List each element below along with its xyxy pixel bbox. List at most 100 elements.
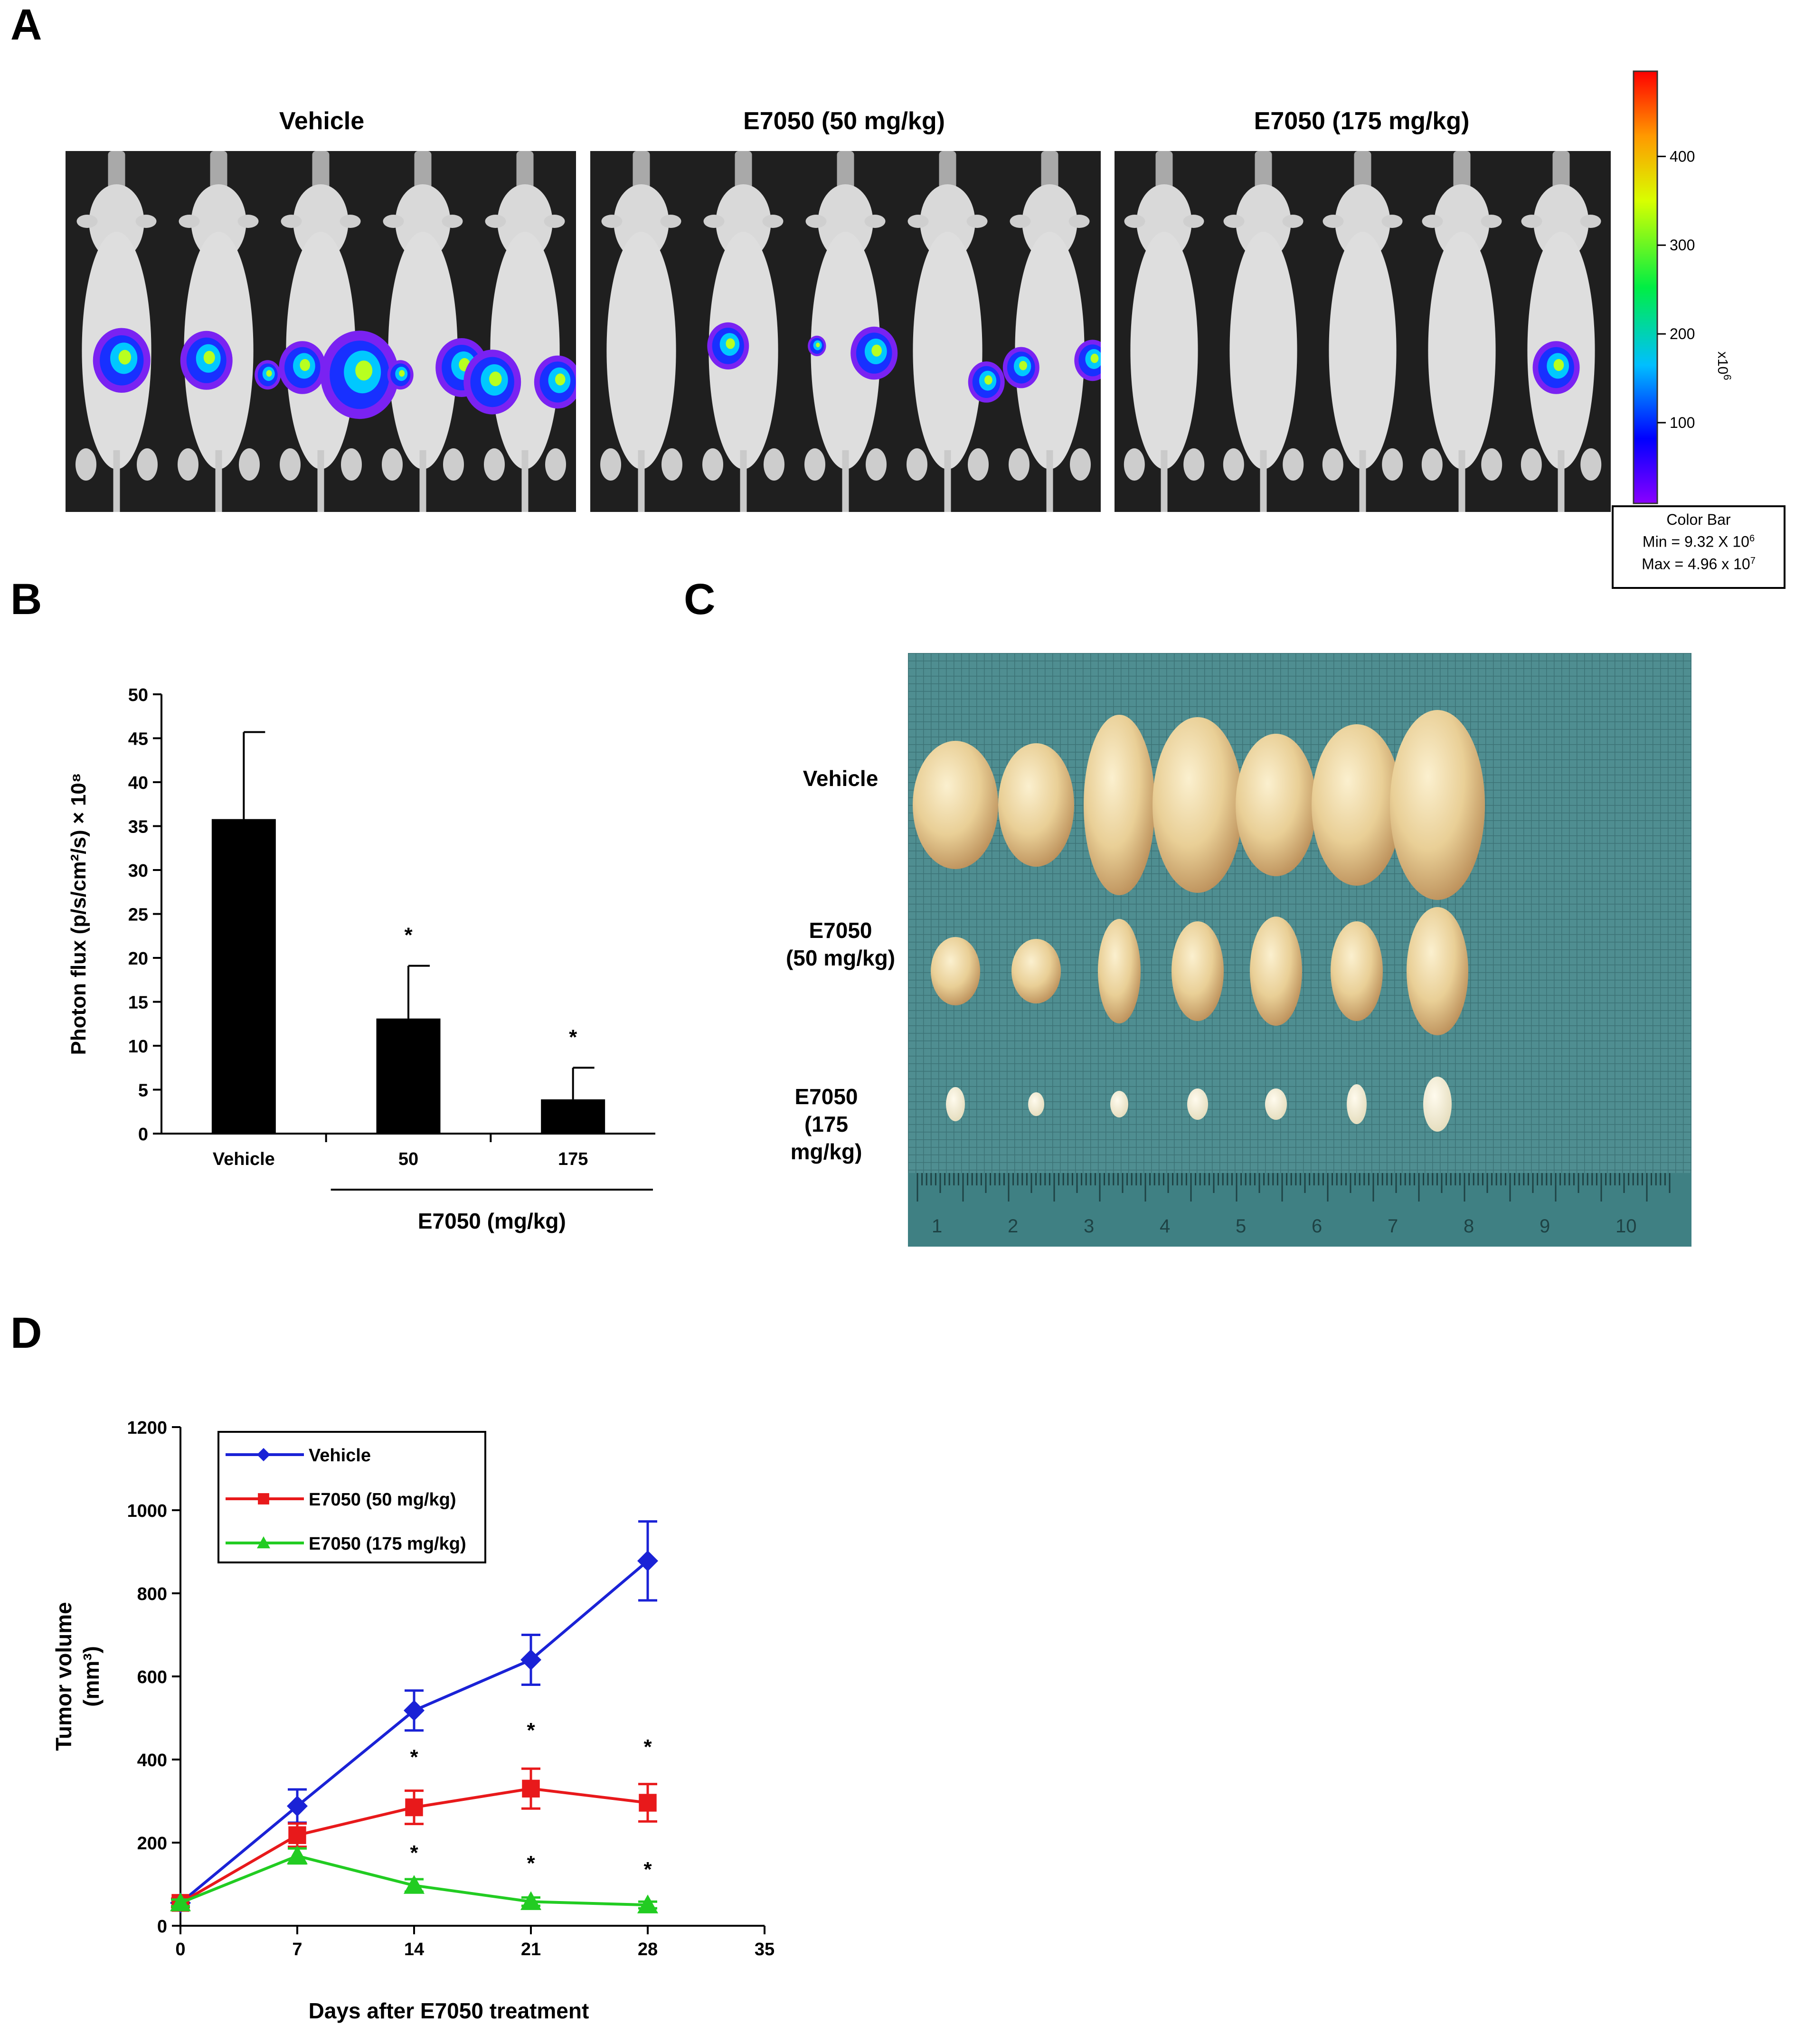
- significance-mark: *: [527, 1852, 535, 1875]
- group-title-e7050-50: E7050 (50 mg/kg): [743, 107, 945, 135]
- mouse-ear: [762, 215, 784, 228]
- mouse-foot: [545, 448, 566, 481]
- mouse-tail: [1046, 450, 1053, 512]
- mouse-foot: [702, 448, 723, 481]
- mouse-foot: [907, 448, 927, 481]
- mouse-body: [1130, 232, 1198, 469]
- line-y-tick-label: 1000: [127, 1501, 167, 1521]
- tumor-e7050-50: [1011, 939, 1061, 1003]
- nose-cone: [108, 151, 125, 189]
- tumor-vehicle: [1390, 710, 1485, 900]
- nose-cone: [1255, 151, 1272, 189]
- mouse: [1322, 151, 1403, 512]
- signal-core: [266, 370, 272, 377]
- mouse-head: [1022, 184, 1077, 260]
- mouse-tail: [944, 450, 951, 512]
- mouse-ear: [907, 215, 929, 228]
- nose-cone: [1155, 151, 1173, 189]
- mouse-head: [395, 184, 451, 260]
- nose-cone: [633, 151, 650, 189]
- mouse-foot: [1382, 448, 1403, 481]
- mouse-ear: [281, 215, 302, 228]
- mouse-head: [89, 184, 144, 260]
- mouse-body: [606, 232, 676, 469]
- tumor-e7050-175: [1028, 1092, 1044, 1116]
- line-chart-legend: Vehicle E7050 (50 mg/kg) E7050 (175 mg/kg): [217, 1431, 486, 1563]
- mouse: [907, 151, 989, 512]
- mouse-ear: [340, 215, 361, 228]
- tumor-e7050-50: [1331, 921, 1383, 1021]
- signal-core: [489, 371, 502, 387]
- mouse-ear: [660, 215, 681, 228]
- mouse-foot: [1322, 448, 1343, 481]
- bar-y-tick-label: 0: [138, 1125, 148, 1145]
- mouse-head: [1236, 184, 1291, 260]
- mouse-foot: [600, 448, 621, 481]
- mouse-ear: [544, 215, 565, 228]
- nose-cone: [210, 151, 227, 189]
- tumor-e7050-50: [1098, 919, 1141, 1023]
- mouse-foot: [1421, 448, 1443, 481]
- mouse-ear: [1183, 215, 1204, 228]
- bar-category-label: 175: [558, 1149, 588, 1169]
- tumor-vehicle: [1153, 717, 1243, 893]
- photo-row-label-vehicle: Vehicle: [803, 766, 879, 791]
- bar-y-tick-label: 20: [128, 949, 148, 969]
- nose-cone: [837, 151, 854, 189]
- mouse-foot: [1283, 448, 1304, 481]
- bar-y-tick-label: 45: [128, 729, 148, 749]
- marker-diamond: [404, 1700, 425, 1721]
- mouse-ear: [179, 215, 200, 228]
- mouse: [382, 151, 464, 512]
- mouse-foot: [76, 448, 96, 481]
- signal-core: [555, 373, 566, 386]
- mouse-foot: [443, 448, 464, 481]
- mouse-head: [191, 184, 246, 260]
- mouse-foot: [178, 448, 198, 481]
- mouse: [484, 151, 566, 512]
- legend-label: E7050 (175 mg/kg): [309, 1534, 466, 1554]
- nose-cone: [312, 151, 330, 189]
- mouse-foot: [1580, 448, 1602, 481]
- mouse-head: [497, 184, 553, 260]
- mouse-head: [1533, 184, 1589, 260]
- mouse-foot: [1521, 448, 1542, 481]
- line-chart-x-label: Days after E7050 treatment: [309, 1998, 589, 2023]
- line-y-tick-label: 800: [137, 1584, 167, 1604]
- marker-triangle: [637, 1894, 658, 1913]
- signal-core: [355, 360, 373, 381]
- panel-label-b: B: [10, 575, 42, 624]
- nose-cone: [735, 151, 752, 189]
- signal-core: [871, 344, 882, 357]
- colorbar-tick-label: 400: [1670, 148, 1695, 165]
- marker-diamond: [637, 1550, 658, 1571]
- bar-significance-mark: *: [404, 924, 413, 947]
- mouse-ear: [76, 215, 98, 228]
- mouse-ear: [1282, 215, 1304, 228]
- bar-y-tick-label: 10: [128, 1037, 148, 1057]
- tumor-e7050-175: [1423, 1077, 1452, 1132]
- mouse-ear: [485, 215, 506, 228]
- significance-mark: *: [410, 1841, 418, 1864]
- ruler-number: 10: [1616, 1216, 1637, 1237]
- mouse-ear: [864, 215, 886, 228]
- mouse-tail: [740, 450, 747, 512]
- line-y-tick-label: 200: [137, 1834, 167, 1854]
- mouse-head: [614, 184, 669, 260]
- mice-image: [600, 151, 1101, 512]
- marker-square: [405, 1798, 423, 1817]
- mouse: [280, 151, 362, 512]
- signal-core: [1090, 353, 1099, 363]
- mouse-foot: [968, 448, 989, 481]
- marker-square: [258, 1493, 269, 1505]
- ruler-number: 7: [1388, 1216, 1398, 1237]
- mouse: [1521, 151, 1602, 512]
- signal-core: [300, 359, 310, 371]
- mouse-body: [1015, 232, 1085, 469]
- marker-square: [639, 1794, 657, 1812]
- line-chart-tumor-volume: Tumor volume (mm³) Days after E7050 trea…: [51, 1418, 775, 2023]
- mouse-ear: [1124, 215, 1145, 228]
- mouse-body: [811, 232, 880, 469]
- mouse-tail: [1359, 450, 1366, 512]
- mouse-body: [1329, 232, 1397, 469]
